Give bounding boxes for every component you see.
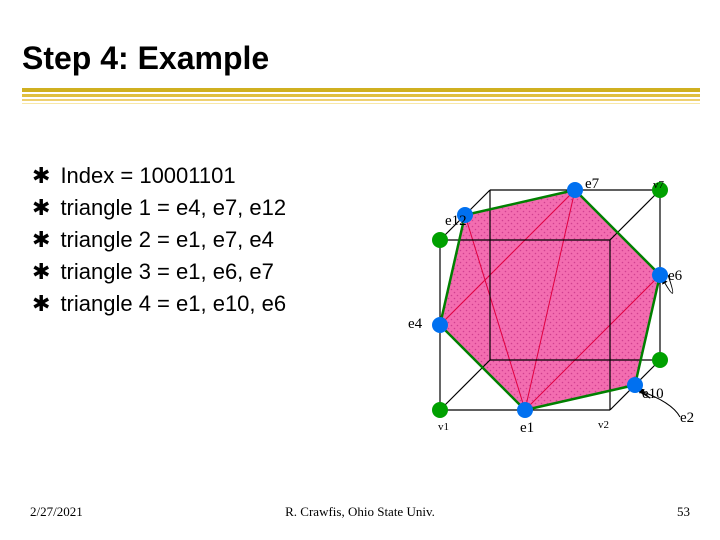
bullet-icon: ✱ [32,224,50,256]
bullet-text: triangle 2 = e1, e7, e4 [60,224,273,256]
footer-credit: R. Crawfis, Ohio State Univ. [285,504,435,520]
svg-text:e2: e2 [680,410,694,426]
title-underline [22,88,700,108]
svg-text:e1: e1 [520,420,534,436]
svg-text:e7: e7 [585,176,600,192]
footer-pagenum: 53 [677,504,690,520]
svg-text:e6: e6 [668,268,683,284]
svg-text:e12: e12 [445,213,467,229]
footer-date: 2/27/2021 [30,504,83,520]
bullet-item: ✱ Index = 10001101 [32,160,286,192]
svg-text:v2: v2 [598,419,609,431]
bullet-icon: ✱ [32,160,50,192]
svg-text:v1: v1 [438,421,449,433]
cube-diagram: e7v7e12e4e6e10e2e1v1v2 [390,180,690,440]
bullet-text: triangle 3 = e1, e6, e7 [60,256,273,288]
bullet-item: ✱ triangle 4 = e1, e10, e6 [32,288,286,320]
svg-text:e10: e10 [642,386,664,402]
bullet-item: ✱ triangle 3 = e1, e6, e7 [32,256,286,288]
bullet-icon: ✱ [32,288,50,320]
bullet-text: triangle 1 = e4, e7, e12 [60,192,286,224]
bullet-item: ✱ triangle 1 = e4, e7, e12 [32,192,286,224]
bullet-item: ✱ triangle 2 = e1, e7, e4 [32,224,286,256]
bullet-text: Index = 10001101 [60,160,235,192]
bullet-icon: ✱ [32,256,50,288]
svg-text:v7: v7 [653,179,665,191]
bullet-icon: ✱ [32,192,50,224]
bullet-list: ✱ Index = 10001101 ✱ triangle 1 = e4, e7, e… [32,160,286,320]
svg-text:e4: e4 [408,316,423,332]
bullet-text: triangle 4 = e1, e10, e6 [60,288,286,320]
page-title: Step 4: Example [22,40,269,77]
